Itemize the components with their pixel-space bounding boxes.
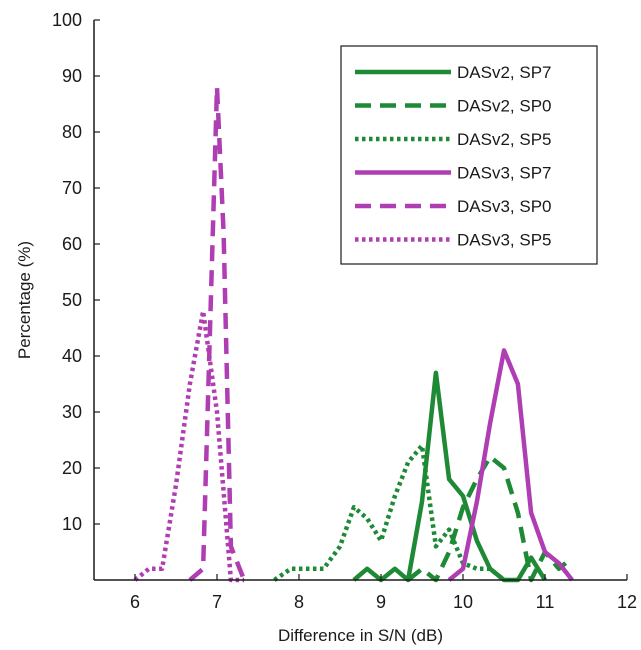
series-line-4 bbox=[447, 348, 574, 582]
x-axis-title: Difference in S/N (dB) bbox=[278, 626, 443, 645]
x-tick-label: 10 bbox=[453, 592, 473, 612]
y-tick-label: 10 bbox=[62, 514, 82, 534]
legend-label-4: DASv3, SP7 bbox=[457, 164, 552, 183]
series-line-1 bbox=[352, 370, 547, 583]
y-tick-label: 20 bbox=[62, 458, 82, 478]
legend-label-3: DASv2, SP5 bbox=[457, 130, 552, 149]
x-tick-label: 6 bbox=[130, 592, 140, 612]
y-tick-label: 50 bbox=[62, 290, 82, 310]
x-tick-label: 7 bbox=[212, 592, 222, 612]
series-line-3 bbox=[273, 443, 506, 582]
y-tick-label: 90 bbox=[62, 66, 82, 86]
legend: DASv2, SP7 DASv2, SP0 DASv2, SP5 DASv3, SP7… bbox=[340, 45, 598, 265]
axes: 6 7 8 9 10 11 12 10 20 30 40 50 60 70 80 90 100 bbox=[52, 10, 637, 612]
y-axis-title: Percentage (%) bbox=[15, 241, 34, 359]
x-tick-label: 11 bbox=[536, 592, 555, 612]
x-tick-label: 9 bbox=[376, 592, 386, 612]
series-line-5 bbox=[188, 84, 247, 582]
y-tick-label: 80 bbox=[62, 122, 82, 142]
y-tick-label: 30 bbox=[62, 402, 82, 422]
x-tick-label: 12 bbox=[617, 592, 637, 612]
legend-label-5: DASv3, SP0 bbox=[457, 197, 552, 216]
series-line-6 bbox=[133, 308, 245, 583]
legend-label-1: DASv2, SP7 bbox=[457, 63, 552, 82]
y-tick-label: 100 bbox=[52, 10, 82, 30]
legend-label-2: DASv2, SP0 bbox=[457, 97, 552, 116]
y-tick-label: 70 bbox=[62, 178, 82, 198]
x-tick-label: 8 bbox=[294, 592, 304, 612]
legend-label-6: DASv3, SP5 bbox=[457, 231, 552, 250]
y-tick-label: 40 bbox=[62, 346, 82, 366]
y-tick-label: 60 bbox=[62, 234, 82, 254]
legend-box bbox=[340, 45, 598, 265]
